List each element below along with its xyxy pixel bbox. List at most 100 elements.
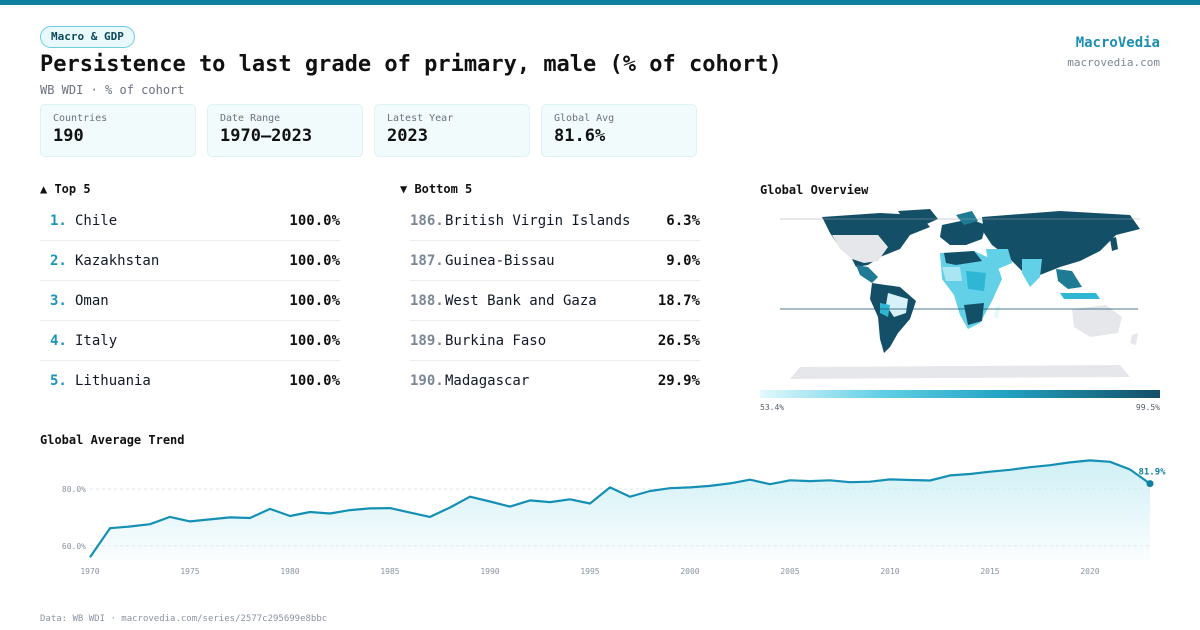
map-region-new-zealand [1130, 333, 1138, 345]
brand-url[interactable]: macrovedia.com [1067, 56, 1160, 69]
country-name: British Virgin Islands [445, 213, 631, 229]
list-item[interactable]: 2. Kazakhstan 100.0% [40, 241, 340, 281]
country-name: Italy [75, 333, 118, 349]
map-region-asia [982, 211, 1140, 275]
list-item[interactable]: 190. Madagascar 29.9% [410, 361, 700, 401]
stat-value: 1970–2023 [220, 126, 313, 146]
trend-heading: Global Average Trend [40, 433, 185, 447]
map-region-japan [1110, 237, 1118, 251]
map-region-southern-africa [964, 303, 984, 325]
rank-number: 5. [50, 373, 67, 389]
x-tick-label: 1995 [580, 567, 599, 576]
x-tick-label: 1975 [180, 567, 199, 576]
stat-label: Global Avg [554, 113, 615, 124]
list-item[interactable]: 3. Oman 100.0% [40, 281, 340, 321]
rank-number: 188. [410, 293, 444, 309]
country-name: West Bank and Gaza [445, 293, 597, 309]
country-value: 100.0% [289, 373, 340, 389]
map-color-legend [760, 390, 1160, 398]
country-name: Guinea-Bissau [445, 253, 555, 269]
map-region-brazil-area [886, 293, 908, 317]
map-region-usa [832, 235, 888, 263]
stat-card-latest-year: Latest Year 2023 [374, 104, 530, 157]
map-region-indonesia [1060, 293, 1100, 299]
stat-card-countries: Countries 190 [40, 104, 196, 157]
map-region-south-america [870, 283, 916, 353]
top5-heading: ▲ Top 5 [40, 182, 91, 196]
trend-end-point [1146, 480, 1154, 488]
map-region-australia [1072, 305, 1122, 337]
country-value: 100.0% [289, 333, 340, 349]
map-region-greenland [898, 209, 938, 227]
x-tick-label: 1970 [80, 567, 99, 576]
trend-end-label: 81.9% [1138, 468, 1166, 478]
country-value: 26.5% [657, 333, 700, 349]
legend-max-label: 99.5% [1135, 403, 1160, 412]
stat-value: 190 [53, 126, 84, 146]
stat-card-date-range: Date Range 1970–2023 [207, 104, 363, 157]
list-item[interactable]: 186. British Virgin Islands 6.3% [410, 201, 700, 241]
stat-label: Date Range [220, 113, 281, 124]
world-choropleth-map[interactable] [760, 205, 1160, 385]
stat-value: 2023 [387, 126, 428, 146]
country-name: Chile [75, 213, 118, 229]
map-region-middle-east [986, 249, 1012, 269]
y-tick-label: 80.0% [62, 485, 86, 494]
map-region-west-africa [942, 267, 962, 281]
map-heading: Global Overview [760, 183, 869, 197]
x-tick-label: 2000 [680, 567, 699, 576]
country-name: Burkina Faso [445, 333, 547, 349]
data-source-footer: Data: WB WDI · macrovedia.com/series/257… [40, 614, 328, 624]
legend-min-label: 53.4% [760, 403, 785, 412]
brand-logo[interactable]: MacroVedia [1075, 35, 1160, 51]
rank-number: 187. [410, 253, 444, 269]
stat-card-global-avg: Global Avg 81.6% [541, 104, 697, 157]
map-region-india [1022, 259, 1042, 287]
stat-value: 81.6% [554, 126, 606, 146]
map-region-north-africa [944, 251, 982, 265]
list-item[interactable]: 4. Italy 100.0% [40, 321, 340, 361]
rank-number: 2. [50, 253, 67, 269]
bottom5-heading: ▼ Bottom 5 [400, 182, 473, 196]
y-tick-label: 60.0% [62, 542, 86, 551]
map-region-southeast-asia [1056, 269, 1082, 289]
rank-number: 190. [410, 373, 444, 389]
x-tick-label: 1990 [480, 567, 499, 576]
x-tick-label: 2010 [880, 567, 899, 576]
list-item[interactable]: 1. Chile 100.0% [40, 201, 340, 241]
rank-number: 3. [50, 293, 67, 309]
map-region-antarctica [790, 365, 1130, 379]
rank-number: 186. [410, 213, 444, 229]
list-item[interactable]: 188. West Bank and Gaza 18.7% [410, 281, 700, 321]
country-name: Oman [75, 293, 109, 309]
country-value: 18.7% [657, 293, 700, 309]
map-region-central-africa [966, 271, 986, 291]
map-region-central-america [856, 265, 878, 283]
map-region-europe [940, 219, 986, 245]
country-name: Lithuania [75, 373, 151, 389]
global-average-trend-chart[interactable]: 60.0% 80.0% 1970 1975 1980 1985 1990 1995 2000 20… [40, 455, 1170, 585]
x-tick-label: 1980 [280, 567, 299, 576]
x-tick-label: 2005 [780, 567, 799, 576]
country-name: Kazakhstan [75, 253, 160, 269]
x-tick-label: 2015 [980, 567, 999, 576]
list-item[interactable]: 187. Guinea-Bissau 9.0% [410, 241, 700, 281]
rank-number: 1. [50, 213, 67, 229]
list-item[interactable]: 5. Lithuania 100.0% [40, 361, 340, 401]
trend-line [89, 459, 1151, 558]
bottom5-list: 186. British Virgin Islands 6.3% 187. Gu… [410, 201, 700, 401]
country-value: 9.0% [666, 253, 700, 269]
page-subtitle: WB WDI · % of cohort [40, 83, 185, 97]
list-item[interactable]: 189. Burkina Faso 26.5% [410, 321, 700, 361]
trend-area [90, 460, 1150, 560]
stat-label: Countries [53, 113, 108, 124]
top-accent-bar [0, 0, 1200, 5]
country-value: 29.9% [657, 373, 700, 389]
category-badge[interactable]: Macro & GDP [40, 26, 135, 48]
map-region-bolivia-area [880, 303, 890, 317]
country-value: 6.3% [666, 213, 700, 229]
rank-number: 189. [410, 333, 444, 349]
x-tick-label: 1985 [380, 567, 399, 576]
map-region-scandinavia [956, 211, 978, 225]
page-title: Persistence to last grade of primary, ma… [40, 52, 782, 77]
